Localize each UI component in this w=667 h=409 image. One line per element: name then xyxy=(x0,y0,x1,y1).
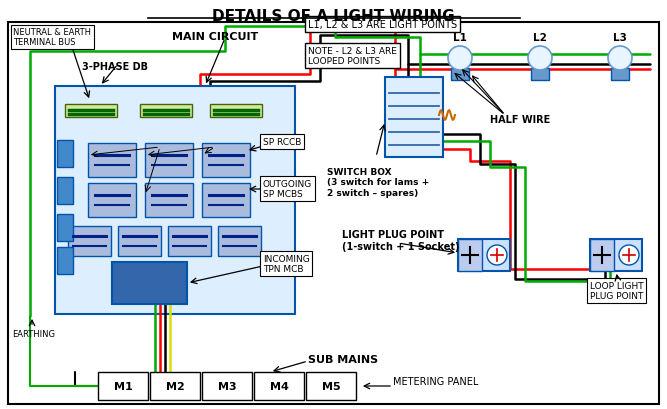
FancyBboxPatch shape xyxy=(68,227,111,256)
FancyBboxPatch shape xyxy=(55,87,295,314)
FancyBboxPatch shape xyxy=(202,372,252,400)
FancyBboxPatch shape xyxy=(611,69,629,81)
Text: INCOMING
TPN MCB: INCOMING TPN MCB xyxy=(263,254,309,274)
Text: NEUTRAL & EARTH
TERMINAL BUS: NEUTRAL & EARTH TERMINAL BUS xyxy=(13,28,91,47)
FancyBboxPatch shape xyxy=(57,214,73,241)
FancyBboxPatch shape xyxy=(385,78,443,157)
FancyBboxPatch shape xyxy=(254,372,304,400)
Text: OUTGOING
SP MCBS: OUTGOING SP MCBS xyxy=(263,180,312,199)
Text: EARTHING: EARTHING xyxy=(12,329,55,338)
Text: L3: L3 xyxy=(613,33,627,43)
Circle shape xyxy=(608,47,632,71)
Text: NOTE - L2 & L3 ARE
LOOPED POINTS: NOTE - L2 & L3 ARE LOOPED POINTS xyxy=(308,47,397,66)
Text: DETAILS OF A LIGHT WIRING: DETAILS OF A LIGHT WIRING xyxy=(211,9,454,24)
FancyBboxPatch shape xyxy=(150,372,200,400)
Text: MAIN CIRCUIT: MAIN CIRCUIT xyxy=(172,32,258,42)
Text: L1: L1 xyxy=(453,33,467,43)
FancyBboxPatch shape xyxy=(218,227,261,256)
FancyBboxPatch shape xyxy=(202,144,250,178)
FancyBboxPatch shape xyxy=(590,239,614,271)
FancyBboxPatch shape xyxy=(112,262,187,304)
Text: LIGHT PLUG POINT
(1-switch + 1 Socket): LIGHT PLUG POINT (1-switch + 1 Socket) xyxy=(342,229,460,251)
FancyBboxPatch shape xyxy=(140,105,192,118)
FancyBboxPatch shape xyxy=(145,144,193,178)
FancyBboxPatch shape xyxy=(590,239,642,271)
Text: METERING PANEL: METERING PANEL xyxy=(393,376,478,386)
FancyBboxPatch shape xyxy=(145,184,193,218)
FancyBboxPatch shape xyxy=(65,105,117,118)
Text: M5: M5 xyxy=(321,381,340,391)
FancyBboxPatch shape xyxy=(458,239,510,271)
FancyBboxPatch shape xyxy=(8,23,659,404)
FancyBboxPatch shape xyxy=(88,184,136,218)
Circle shape xyxy=(619,245,639,265)
Text: 3-PHASE DB: 3-PHASE DB xyxy=(82,62,148,72)
FancyBboxPatch shape xyxy=(88,144,136,178)
Text: M4: M4 xyxy=(269,381,288,391)
Text: SUB MAINS: SUB MAINS xyxy=(308,354,378,364)
FancyBboxPatch shape xyxy=(57,141,73,168)
Text: SWITCH BOX
(3 switch for lams +
2 switch – spares): SWITCH BOX (3 switch for lams + 2 switch… xyxy=(327,168,430,197)
FancyBboxPatch shape xyxy=(202,184,250,218)
FancyBboxPatch shape xyxy=(451,69,469,81)
Text: LOOP LIGHT
PLUG POINT: LOOP LIGHT PLUG POINT xyxy=(590,281,644,301)
FancyBboxPatch shape xyxy=(458,239,482,271)
Text: SP RCCB: SP RCCB xyxy=(263,138,301,147)
Circle shape xyxy=(448,47,472,71)
Text: L2: L2 xyxy=(533,33,547,43)
Text: M3: M3 xyxy=(217,381,236,391)
FancyBboxPatch shape xyxy=(57,178,73,204)
FancyBboxPatch shape xyxy=(306,372,356,400)
FancyBboxPatch shape xyxy=(118,227,161,256)
FancyBboxPatch shape xyxy=(98,372,148,400)
FancyBboxPatch shape xyxy=(210,105,262,118)
FancyBboxPatch shape xyxy=(531,69,549,81)
Text: M2: M2 xyxy=(165,381,184,391)
Circle shape xyxy=(528,47,552,71)
Text: L1, L2 & L3 ARE LIGHT POINTS: L1, L2 & L3 ARE LIGHT POINTS xyxy=(308,20,457,30)
Text: M1: M1 xyxy=(113,381,132,391)
Circle shape xyxy=(487,245,507,265)
FancyBboxPatch shape xyxy=(57,247,73,274)
Text: HALF WIRE: HALF WIRE xyxy=(490,115,550,125)
FancyBboxPatch shape xyxy=(168,227,211,256)
